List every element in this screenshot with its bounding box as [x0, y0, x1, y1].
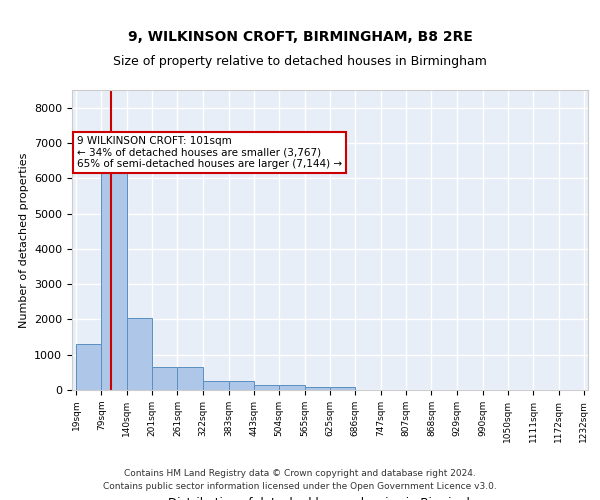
Text: 9, WILKINSON CROFT, BIRMINGHAM, B8 2RE: 9, WILKINSON CROFT, BIRMINGHAM, B8 2RE	[128, 30, 472, 44]
Bar	[330, 387, 355, 390]
Text: Contains HM Land Registry data © Crown copyright and database right 2024.: Contains HM Land Registry data © Crown c…	[124, 468, 476, 477]
Bar	[229, 381, 254, 390]
Bar	[254, 385, 279, 390]
Bar	[305, 387, 330, 390]
Text: Contains public sector information licensed under the Open Government Licence v3: Contains public sector information licen…	[103, 482, 497, 491]
Text: Size of property relative to detached houses in Birmingham: Size of property relative to detached ho…	[113, 55, 487, 68]
Y-axis label: Number of detached properties: Number of detached properties	[19, 152, 29, 328]
Text: 9 WILKINSON CROFT: 101sqm
← 34% of detached houses are smaller (3,767)
65% of se: 9 WILKINSON CROFT: 101sqm ← 34% of detac…	[77, 136, 342, 169]
Bar	[76, 344, 101, 390]
Bar	[127, 318, 152, 390]
Bar	[101, 159, 127, 390]
Bar	[203, 381, 229, 390]
Bar	[279, 386, 305, 390]
Bar	[178, 368, 203, 390]
Bar	[152, 367, 178, 390]
X-axis label: Distribution of detached houses by size in Birmingham: Distribution of detached houses by size …	[167, 498, 493, 500]
